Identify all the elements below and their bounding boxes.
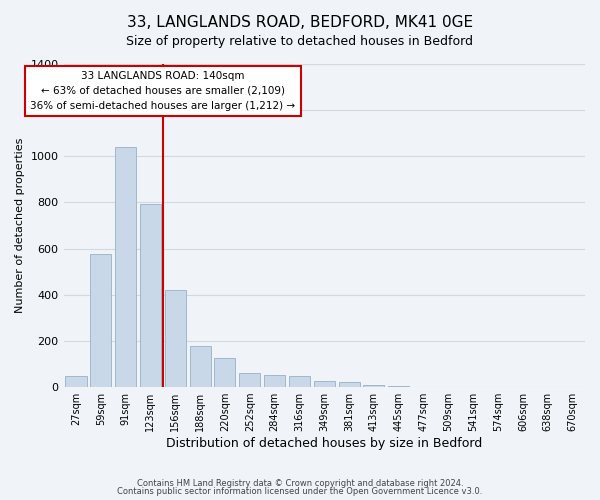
Bar bbox=[264, 375, 285, 387]
Bar bbox=[338, 382, 359, 387]
Bar bbox=[165, 290, 186, 387]
Bar bbox=[65, 376, 86, 387]
Bar bbox=[289, 376, 310, 387]
Bar bbox=[214, 358, 235, 387]
Text: 33 LANGLANDS ROAD: 140sqm
← 63% of detached houses are smaller (2,109)
36% of se: 33 LANGLANDS ROAD: 140sqm ← 63% of detac… bbox=[31, 71, 295, 110]
Y-axis label: Number of detached properties: Number of detached properties bbox=[15, 138, 25, 313]
Bar bbox=[90, 254, 112, 387]
Bar bbox=[364, 385, 385, 387]
Bar bbox=[115, 147, 136, 387]
Bar bbox=[388, 386, 409, 387]
Bar bbox=[239, 373, 260, 387]
Text: 33, LANGLANDS ROAD, BEDFORD, MK41 0GE: 33, LANGLANDS ROAD, BEDFORD, MK41 0GE bbox=[127, 15, 473, 30]
Text: Contains HM Land Registry data © Crown copyright and database right 2024.: Contains HM Land Registry data © Crown c… bbox=[137, 478, 463, 488]
Bar bbox=[140, 204, 161, 387]
Text: Size of property relative to detached houses in Bedford: Size of property relative to detached ho… bbox=[127, 35, 473, 48]
Bar bbox=[190, 346, 211, 387]
X-axis label: Distribution of detached houses by size in Bedford: Distribution of detached houses by size … bbox=[166, 437, 482, 450]
Bar bbox=[314, 380, 335, 387]
Text: Contains public sector information licensed under the Open Government Licence v3: Contains public sector information licen… bbox=[118, 487, 482, 496]
